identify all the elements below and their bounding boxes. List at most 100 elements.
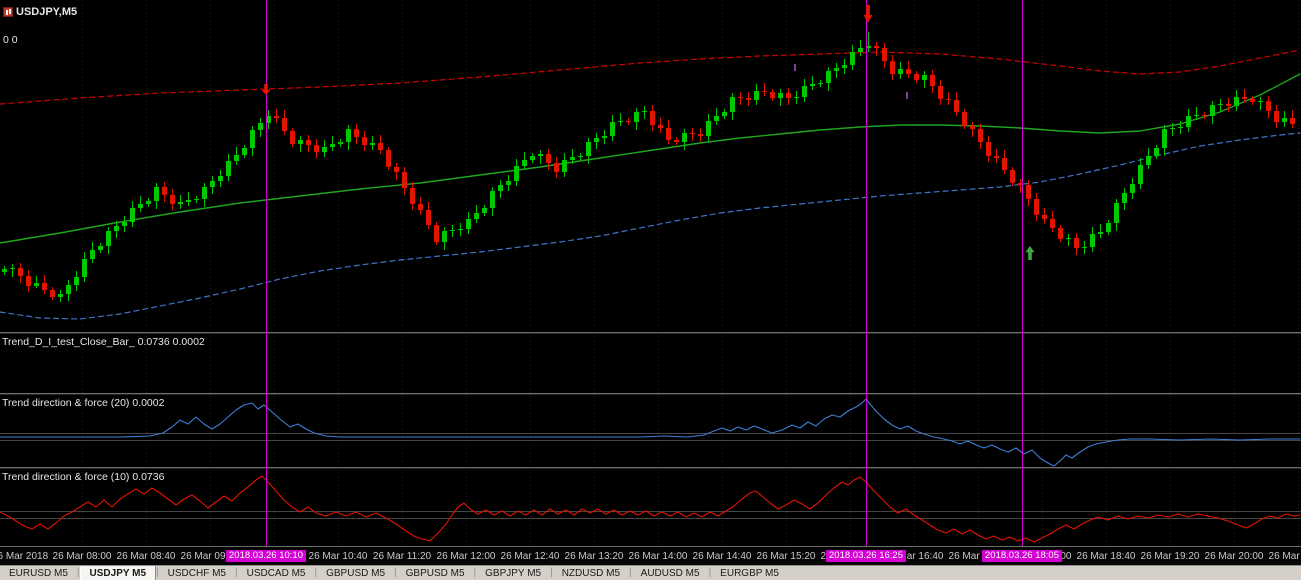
candle-body (162, 187, 167, 195)
candle-body (1122, 193, 1127, 203)
chart-canvas[interactable] (0, 0, 1301, 547)
candle-body (834, 68, 839, 71)
chart-tab-eurgbp-m5[interactable]: EURGBP M5 (720, 568, 779, 579)
candle-body (634, 112, 639, 122)
symbol-period-label: USDJPY,M5 (16, 6, 78, 18)
indicator-level-lines (0, 433, 1301, 519)
candle-body (522, 160, 527, 166)
vertical-time-lines[interactable] (266, 0, 1023, 546)
candle-body (738, 97, 743, 98)
candle-body (58, 294, 63, 297)
candle-body (322, 147, 327, 152)
candle-body (674, 140, 679, 142)
candle-body (970, 126, 975, 129)
candle-body (1002, 158, 1007, 170)
candle-body (330, 144, 335, 147)
candle-body (1074, 238, 1079, 248)
candle-body (746, 98, 751, 100)
candle-body (538, 154, 543, 156)
candle-body (666, 128, 671, 140)
candle-body (386, 150, 391, 167)
window-separators[interactable] (0, 332, 1301, 547)
candle-body (570, 157, 575, 160)
window-separator[interactable] (0, 467, 1301, 468)
tab-divider: | (394, 567, 397, 578)
chart-tab-audusd-m5[interactable]: AUDUSD M5 (640, 568, 700, 579)
candle-body (930, 75, 935, 86)
candle-body (194, 199, 199, 200)
tab-divider: | (550, 567, 553, 578)
vline-time-badge: 2018.03.26 16:25 (826, 550, 906, 562)
candle-body (306, 140, 311, 145)
candle-body (866, 46, 871, 48)
window-separator[interactable] (0, 393, 1301, 394)
candle-body (458, 229, 463, 230)
candle-body (1146, 156, 1151, 165)
candle-body (1034, 199, 1039, 215)
time-label: 26 Mar 15:20 (756, 551, 816, 562)
tdf10-indicator-line (0, 475, 1301, 543)
candle-body (1106, 223, 1111, 232)
candle-body (826, 71, 831, 83)
time-label: 26 Mar 08:00 (52, 551, 112, 562)
candle-body (706, 121, 711, 136)
candle-body (914, 74, 919, 80)
candle-body (722, 112, 727, 116)
candle-body (682, 133, 687, 142)
candle-body (1114, 203, 1119, 223)
sell-arrow-icon (863, 5, 873, 23)
chart-tab-gbpjpy-m5[interactable]: GBPJPY M5 (485, 568, 542, 579)
candle-body (506, 181, 511, 185)
candle-body (394, 167, 399, 172)
candle-body (234, 155, 239, 161)
candle-body (122, 222, 127, 226)
candle-body (346, 129, 351, 142)
candle-body (1026, 185, 1031, 199)
window-separator[interactable] (0, 546, 1301, 547)
candle-body (890, 61, 895, 74)
candle-body (626, 121, 631, 122)
candle-body (338, 142, 343, 144)
candle-body (874, 46, 879, 48)
chart-tab-usdjpy-m5[interactable]: USDJPY M5 (79, 566, 157, 580)
time-label: 26 Mar 2018 (0, 551, 49, 562)
candle-body (26, 276, 31, 286)
candle-body (1274, 111, 1279, 122)
candle-body (1266, 101, 1271, 111)
chart-tab-gbpusd-m5[interactable]: GBPUSD M5 (326, 568, 386, 579)
candle-body (242, 148, 247, 155)
tick-marker-icon (794, 64, 796, 71)
candle-body (730, 97, 735, 112)
chart-tab-usdchf-m5[interactable]: USDCHF M5 (167, 568, 226, 579)
candle-body (618, 121, 623, 122)
chart-tab-gbpusd-m5[interactable]: GBPUSD M5 (405, 568, 465, 579)
candle-body (1258, 101, 1263, 102)
candle-body (546, 154, 551, 163)
buy-arrow-icon (1025, 246, 1035, 260)
candle-body (202, 187, 207, 199)
tab-divider: | (76, 567, 80, 578)
candle-body (18, 268, 23, 276)
candle-body (1186, 116, 1191, 127)
candle-body (778, 93, 783, 98)
candle-body (1154, 148, 1159, 156)
candle-body (1162, 129, 1167, 148)
candle-body (82, 259, 87, 277)
chart-tab-nzdusd-m5[interactable]: NZDUSD M5 (561, 568, 621, 579)
candle-body (858, 48, 863, 52)
candle-body (610, 122, 615, 136)
time-label: 26 Mar 13:20 (564, 551, 624, 562)
candle-body (250, 130, 255, 148)
candle-body (1290, 118, 1295, 124)
candle-body (74, 277, 79, 285)
candle-body (218, 176, 223, 181)
window-separator[interactable] (0, 332, 1301, 333)
chart-tab-usdcad-m5[interactable]: USDCAD M5 (246, 568, 306, 579)
candle-body (562, 160, 567, 172)
chart-tab-eurusd-m5[interactable]: EURUSD M5 (9, 568, 68, 579)
candle-body (698, 134, 703, 136)
candle-body (1082, 247, 1087, 248)
candle-body (530, 156, 535, 160)
candle-body (1218, 104, 1223, 105)
